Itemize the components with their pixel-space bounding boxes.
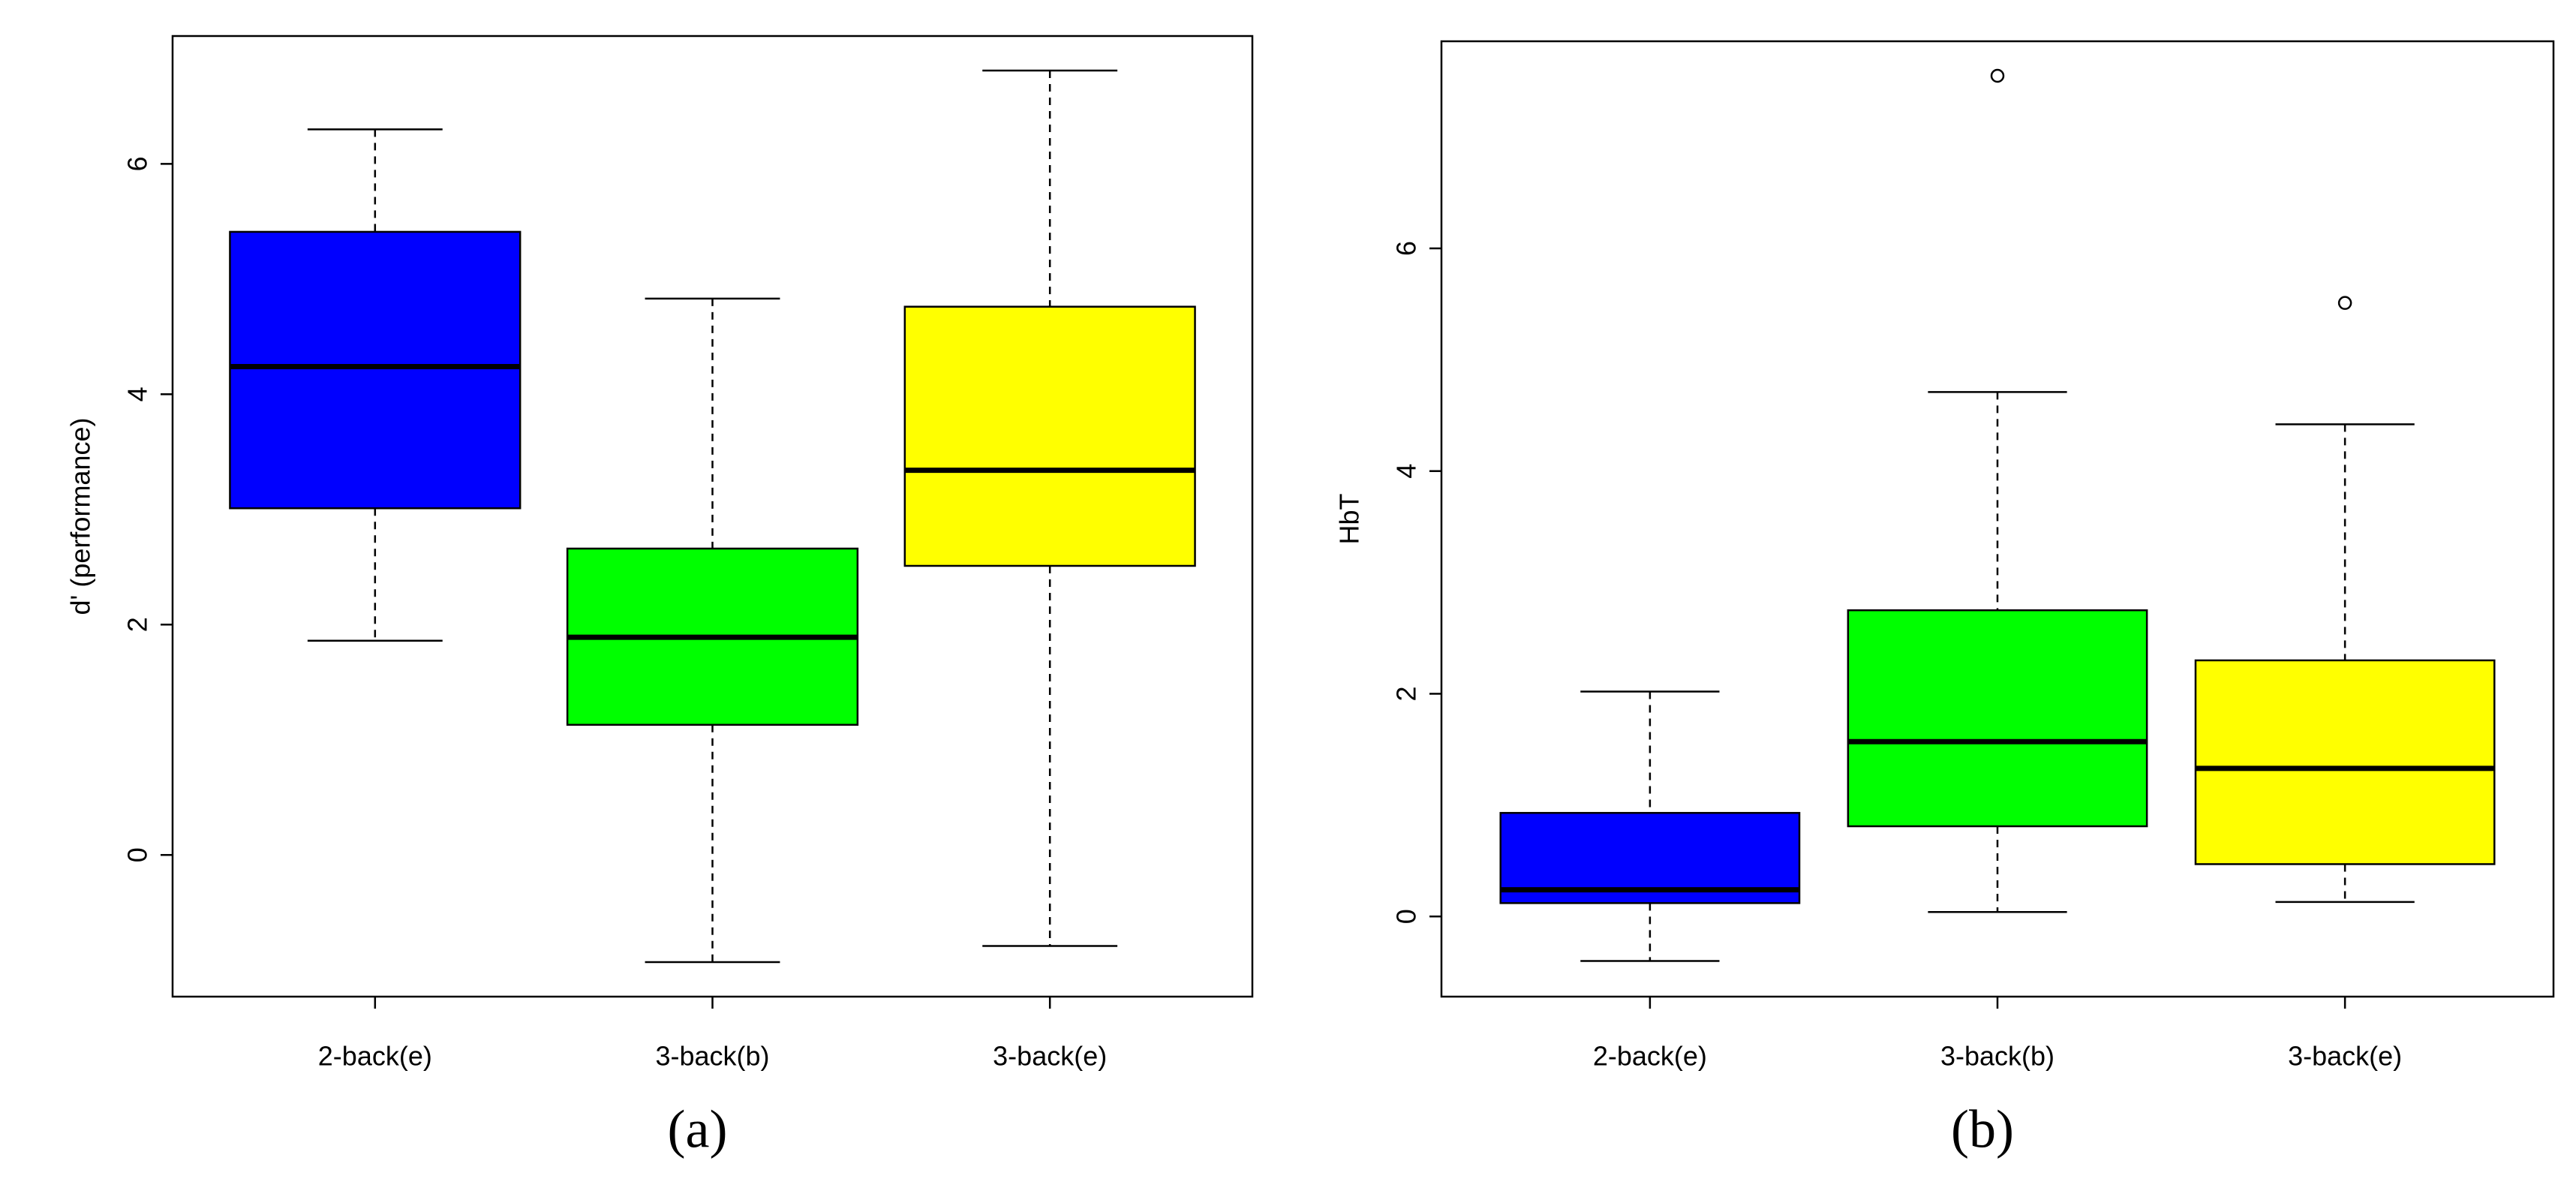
x-tick-label: 3-back(e) — [2288, 1041, 2402, 1072]
y-tick-label: 4 — [122, 386, 153, 402]
x-tick-label: 3-back(b) — [1940, 1041, 2054, 1072]
x-tick-label: 2-back(e) — [1593, 1041, 1707, 1072]
outlier — [2337, 296, 2352, 310]
x-tick-label: 3-back(b) — [655, 1041, 769, 1072]
box — [1847, 609, 2148, 828]
y-tick-label: 6 — [1391, 241, 1422, 256]
y-tick-label: 0 — [1391, 909, 1422, 924]
box — [229, 230, 522, 510]
y-tick-label: 2 — [1391, 686, 1422, 701]
y-axis-label: d' (performance) — [65, 418, 96, 615]
caption: (b) — [1951, 1099, 2014, 1159]
y-axis-label: HbT — [1334, 493, 1365, 544]
box — [2194, 659, 2496, 865]
box — [903, 305, 1196, 567]
y-tick-label: 4 — [1391, 464, 1422, 479]
x-tick-label: 3-back(e) — [993, 1041, 1107, 1072]
outlier — [1990, 68, 2005, 83]
y-tick-label: 2 — [122, 617, 153, 632]
y-tick-label: 0 — [122, 847, 153, 862]
x-tick-label: 2-back(e) — [318, 1041, 432, 1072]
caption: (a) — [668, 1099, 728, 1159]
y-tick-label: 6 — [122, 156, 153, 171]
